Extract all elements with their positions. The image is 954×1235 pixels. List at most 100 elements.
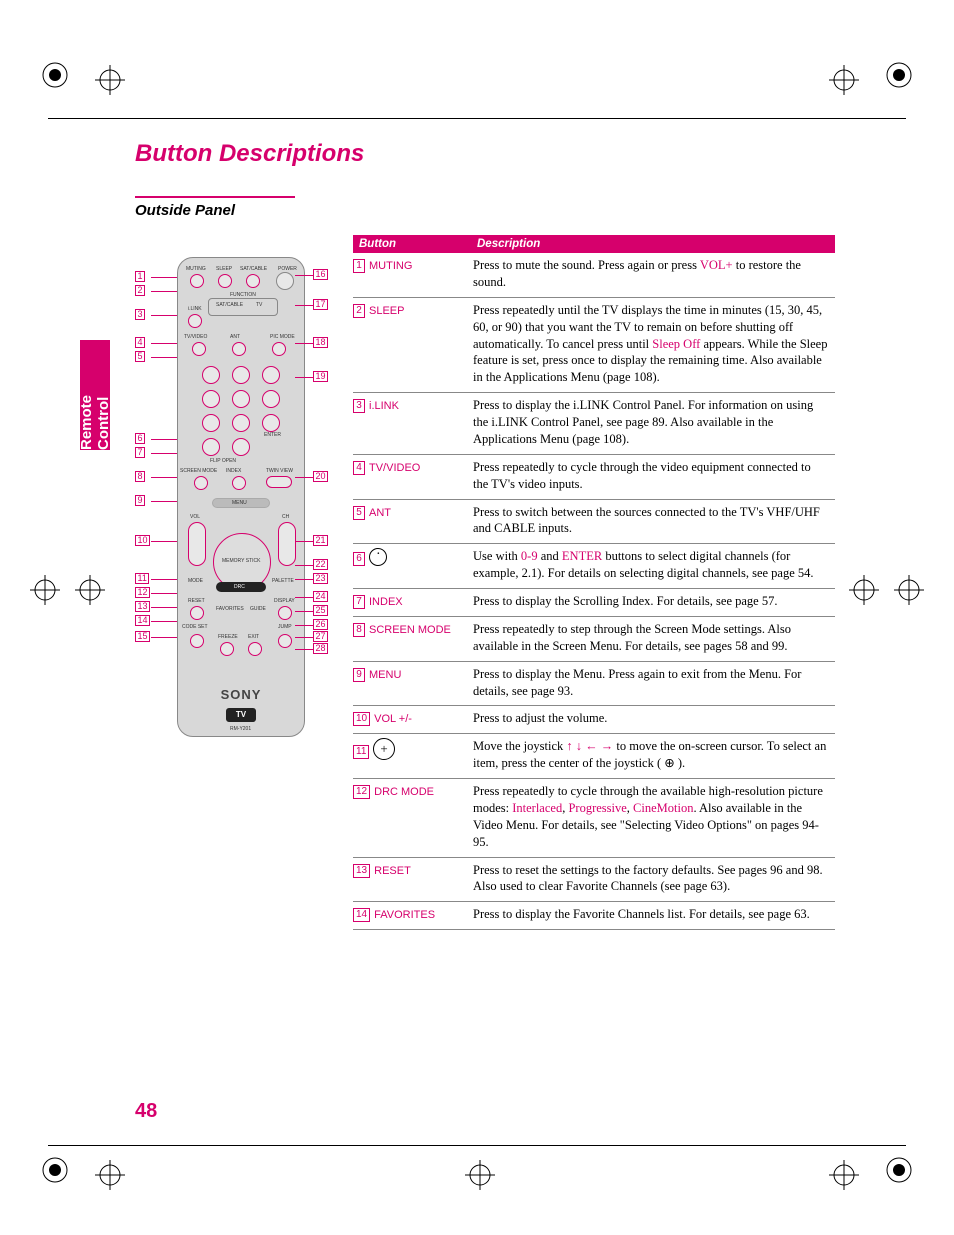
numpad-button [232,390,250,408]
label: DISPLAY [274,598,295,604]
callout-line [295,305,313,306]
numpad-button [262,414,280,432]
remote-button [192,342,206,356]
callout-line [151,501,177,502]
callout-line [151,277,177,278]
label: TV [256,302,262,308]
callout-line [151,541,177,542]
remote-diagram: MUTING SLEEP SAT/CABLE POWER FUNCTION i.… [135,257,335,757]
label: SLEEP [216,266,232,272]
label: i.LINK [188,306,202,312]
description-cell: Press to mute the sound. Press again or … [471,253,835,297]
callout-number: 27 [313,631,328,642]
description-cell: Press to reset the settings to the facto… [471,857,835,902]
page-number: 48 [135,1100,157,1123]
numpad-button [202,414,220,432]
button-name: i.LINK [369,400,399,412]
label: JUMP [278,624,292,630]
callout-number: 6 [135,433,145,444]
label: EXIT [248,634,259,640]
callout-number: 10 [353,712,370,726]
label: MENU [232,500,247,506]
remote-button [194,476,208,490]
callout-number: 18 [313,337,328,348]
button-name: TV/VIDEO [369,462,420,474]
reg-mark [894,575,924,605]
label: CH [282,514,289,520]
label: MEMORY STICK [222,558,260,564]
callout-number: 8 [135,471,145,482]
label: FLIP OPEN [210,458,236,464]
subtitle-rule [135,196,295,198]
callout-line [151,357,177,358]
callout-line [151,637,177,638]
callout-number: 3 [353,399,365,413]
table-row: 1MUTINGPress to mute the sound. Press ag… [353,253,835,297]
description-cell: Press repeatedly until the TV displays t… [471,297,835,392]
table-row: 5ANTPress to switch between the sources … [353,499,835,544]
reg-mark [30,575,60,605]
remote-button [248,642,262,656]
callout-line [151,439,177,440]
remote-button [190,274,204,288]
callout-line [295,343,313,344]
label: MODE [188,578,203,584]
remote-button [276,272,294,290]
callout-number: 19 [313,371,328,382]
callout-number: 6 [353,552,365,566]
callout-number: 7 [353,595,365,609]
button-name: ANT [369,507,391,519]
callout-line [151,621,177,622]
numpad-button [232,414,250,432]
callout-number: 2 [353,304,365,318]
description-cell: Move the joystick ↑ ↓ ← → to move the on… [471,734,835,779]
label: MUTING [186,266,206,272]
callout-number: 1 [353,259,365,273]
callout-number: 8 [353,623,365,637]
callout-number: 28 [313,643,328,654]
label: TV/VIDEO [184,334,207,340]
table-row: 12DRC MODEPress repeatedly to cycle thro… [353,779,835,858]
description-cell: Use with 0-9 and ENTER buttons to select… [471,544,835,589]
label: FAVORITES [216,606,244,612]
callout-number: 25 [313,605,328,616]
callout-line [295,649,313,650]
callout-number: 16 [313,269,328,280]
label: ANT [230,334,240,340]
description-cell: Press repeatedly to cycle through the av… [471,779,835,858]
table-row: 6 Use with 0-9 and ENTER buttons to selec… [353,544,835,589]
remote-button [272,342,286,356]
remote-button [232,342,246,356]
button-description-table: Button Description 1MUTINGPress to mute … [353,235,835,930]
callout-number: 10 [135,535,150,546]
tv-badge: TV [226,708,256,722]
dot-icon [369,548,387,566]
callout-line [151,477,177,478]
reg-mark [884,1155,914,1185]
callout-number: 2 [135,285,145,296]
button-name: VOL +/- [374,713,412,725]
callout-number: 14 [135,615,150,626]
reg-mark [465,1160,495,1190]
callout-number: 20 [313,471,328,482]
remote-button [278,634,292,648]
label: FUNCTION [230,292,256,298]
callout-line [295,579,313,580]
model-label: RM-Y201 [230,726,251,732]
crop-line-top [48,118,906,119]
reg-mark [95,1160,125,1190]
callout-number: 14 [353,908,370,922]
callout-number: 13 [353,864,370,878]
numpad-button [202,438,220,456]
label: ENTER [264,432,281,438]
callout-line [295,611,313,612]
callout-number: 11 [353,745,369,759]
label: POWER [278,266,297,272]
remote-button [218,274,232,288]
callout-line [151,343,177,344]
remote-button [266,476,292,488]
callout-line [295,597,313,598]
callout-number: 21 [313,535,328,546]
label: SCREEN MODE [180,468,217,474]
callout-number: 15 [135,631,150,642]
